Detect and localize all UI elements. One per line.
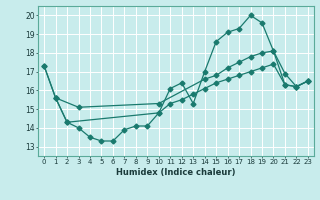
X-axis label: Humidex (Indice chaleur): Humidex (Indice chaleur): [116, 168, 236, 177]
